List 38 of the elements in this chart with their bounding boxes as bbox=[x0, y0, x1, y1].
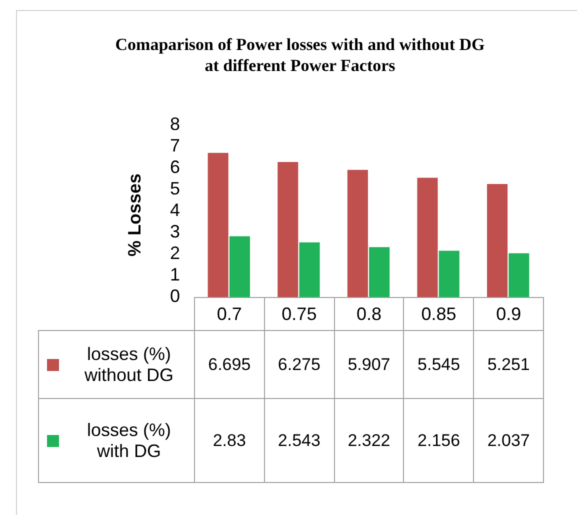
y-tick-label: 0 bbox=[170, 286, 180, 306]
legend-label: losses (%) with DG bbox=[86, 420, 172, 462]
bar bbox=[508, 253, 530, 298]
x-tick-label: 0.85 bbox=[403, 297, 474, 332]
bar bbox=[299, 242, 320, 298]
x-tick-label: 0.7 bbox=[194, 297, 265, 332]
y-tick-label: 3 bbox=[170, 222, 180, 242]
bar bbox=[369, 247, 390, 298]
bar bbox=[208, 152, 228, 298]
bar bbox=[229, 236, 250, 298]
data-label: 2.83 bbox=[194, 398, 265, 484]
y-tick-label: 6 bbox=[170, 156, 180, 177]
y-tick-label: 8 bbox=[170, 114, 180, 134]
x-tick-label: 0.9 bbox=[473, 297, 544, 332]
bar bbox=[417, 178, 438, 298]
data-label: 2.037 bbox=[473, 398, 544, 484]
data-label: 5.907 bbox=[334, 330, 404, 400]
bar bbox=[347, 170, 368, 298]
data-label: 6.695 bbox=[194, 330, 265, 400]
data-label: 6.275 bbox=[264, 330, 335, 400]
bar bbox=[487, 184, 508, 298]
data-label: 5.251 bbox=[473, 330, 544, 400]
data-label: 2.543 bbox=[264, 398, 335, 484]
y-tick-label: 1 bbox=[170, 264, 180, 285]
bar bbox=[278, 162, 298, 298]
x-tick-label: 0.8 bbox=[334, 297, 404, 332]
data-label: 2.156 bbox=[403, 398, 474, 484]
y-tick-label: 2 bbox=[170, 243, 180, 264]
y-tick-label: 5 bbox=[170, 178, 180, 198]
chart-title: Comaparison of Power losses with and without DG at different Power Factors bbox=[114, 34, 486, 76]
y-tick-label: 7 bbox=[170, 135, 180, 156]
y-axis-title: % Losses bbox=[124, 173, 146, 257]
x-tick-label: 0.75 bbox=[264, 297, 335, 332]
data-label: 5.545 bbox=[403, 330, 474, 400]
y-tick-label: 4 bbox=[170, 200, 180, 220]
data-label: 2.322 bbox=[334, 398, 404, 484]
bar bbox=[438, 250, 460, 298]
legend-label: losses (%) without DG bbox=[83, 344, 175, 386]
